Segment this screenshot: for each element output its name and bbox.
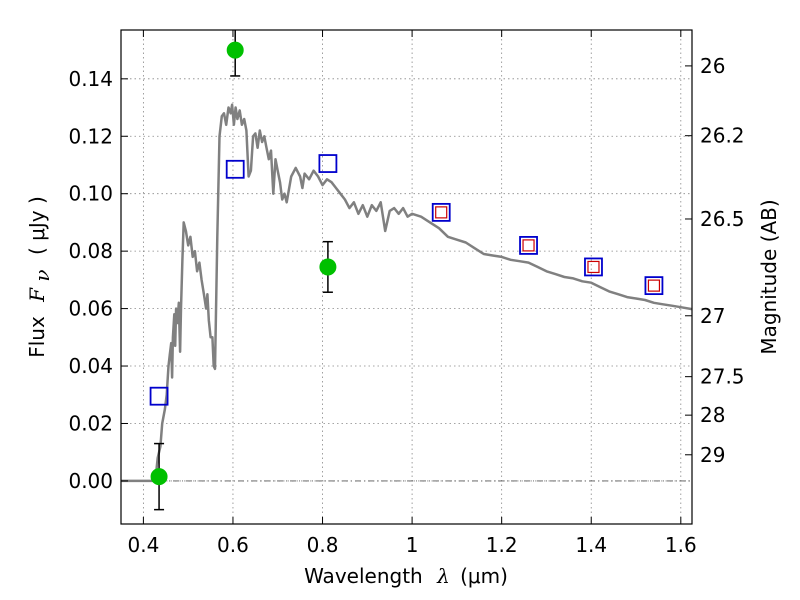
x-tick-label: 0.6 <box>217 533 249 557</box>
model-flux-square <box>519 236 538 255</box>
y2-tick-label: 26.2 <box>700 124 745 148</box>
y2-tick-label: 28 <box>700 403 725 427</box>
alt-model-flux-square <box>647 279 661 292</box>
model-flux-square <box>584 257 603 277</box>
alt-model-flux-square <box>522 239 535 252</box>
model-flux-square <box>149 386 169 406</box>
axis-ticks: 0.4 0.6 0.8 1 1.2 1.4 1.6 0.00 0.02 0.04 0.06 0.08 0… <box>68 30 745 557</box>
x-axis-label-symbol: λ <box>436 564 450 588</box>
x-tick-label: 0.4 <box>127 533 159 557</box>
y-tick-label: 0.06 <box>68 297 113 321</box>
y-tick-label: 0.02 <box>68 411 113 435</box>
template-spectrum-line <box>121 103 692 483</box>
observed-flux-point <box>226 41 244 59</box>
x-tick-label: 1.4 <box>575 533 607 557</box>
y2-tick-label: 26.5 <box>700 207 745 231</box>
y2-axis-label: Magnitude (AB) <box>757 199 781 354</box>
observed-flux-point <box>319 258 337 276</box>
y-tick-label: 0.10 <box>68 182 113 206</box>
x-tick-label: 0.8 <box>307 533 339 557</box>
x-axis-label-unit: (μm) <box>460 564 508 588</box>
model-flux-square <box>225 159 245 179</box>
y2-tick-label: 26 <box>700 54 725 78</box>
alt-model-flux-square <box>435 206 448 219</box>
y2-tick-label: 29 <box>700 443 725 467</box>
x-tick-label: 1.6 <box>665 533 697 557</box>
y-tick-label: 0.08 <box>68 239 113 263</box>
x-axis-label: Wavelength λ (μm) <box>304 564 508 588</box>
axes-frame <box>120 29 693 525</box>
y-tick-label: 0.04 <box>68 354 113 378</box>
y-axis-label: Flux F ν ( μJy ) <box>25 196 54 358</box>
y-axis-label-prefix: Flux <box>25 316 49 358</box>
grid-lines <box>121 30 692 524</box>
plot-area <box>121 30 692 511</box>
y-tick-label: 0.12 <box>68 124 113 148</box>
model-flux-square <box>318 154 338 173</box>
model-flux-square <box>644 276 664 296</box>
y2-tick-label: 27.5 <box>700 365 745 389</box>
y-tick-label: 0.00 <box>68 469 113 493</box>
y2-tick-label: 27 <box>700 304 725 328</box>
alt-model-flux-square <box>587 260 600 274</box>
observed-flux-point <box>150 468 168 486</box>
y-tick-label: 0.14 <box>68 67 113 91</box>
x-tick-label: 1.2 <box>486 533 518 557</box>
y-axis-label-subscript: ν <box>30 269 54 281</box>
x-axis-label-prefix: Wavelength <box>304 564 423 588</box>
y-axis-label-unit: ( μJy ) <box>25 196 49 255</box>
y-axis-label-symbol: F <box>25 287 49 303</box>
x-tick-label: 1 <box>406 533 419 557</box>
model-flux-square <box>431 202 451 222</box>
